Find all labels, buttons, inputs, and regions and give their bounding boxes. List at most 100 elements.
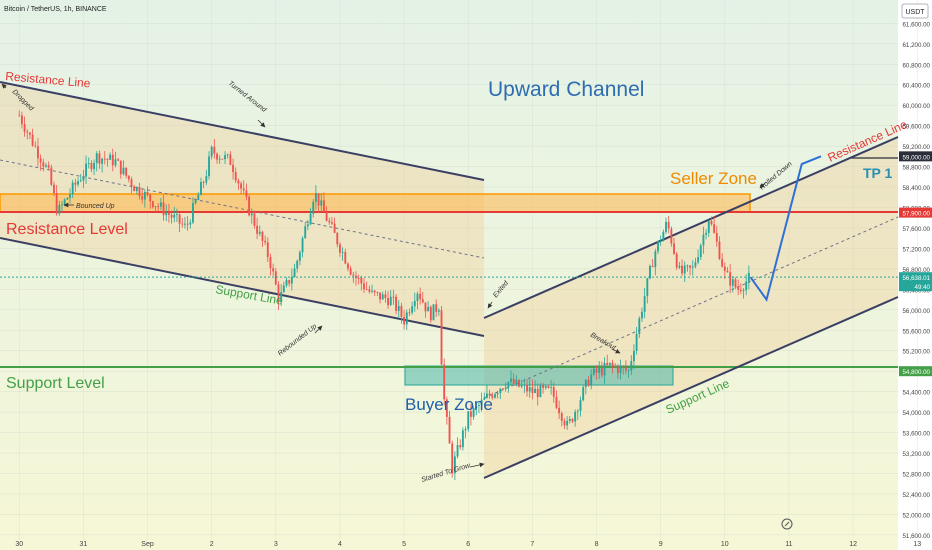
candle-body [293,268,296,278]
candle-body [274,271,277,285]
candle-body [424,302,427,312]
currency-badge[interactable] [901,3,929,19]
candle-body [643,296,646,312]
candle-body [130,179,133,187]
candle-body [69,194,71,198]
candle-body [175,214,178,215]
candle-body [713,224,716,233]
candle-body [683,265,686,274]
price-tag: 49:40 [899,281,932,292]
price-tick-label: 61,600.00 [902,21,930,28]
candle-body [726,270,729,273]
candle-body [451,443,454,474]
price-axis[interactable]: 61,600.00 61,200.00 60,800.00 60,400.00 60,0… [899,21,932,540]
price-tick-label: 61,200.00 [902,42,930,49]
candle-body [18,115,21,117]
candle-body [63,199,66,205]
candle-body [39,158,42,163]
candle-body [689,265,692,268]
candle-body [165,212,168,216]
candle-body [216,153,218,160]
candle-body [210,146,213,157]
candle-body [729,272,732,286]
candle-body [151,201,154,208]
time-axis[interactable]: 30 31 Sep 2 3 4 5 6 7 8 9 10 11 12 13 [15,541,921,548]
candle-body [237,180,240,184]
price-tick-label: 58,400.00 [902,185,930,192]
price-tag-label: 57,900.00 [902,211,930,218]
candle-body [678,265,681,268]
candle-body [633,350,635,362]
price-tick-label: 55,600.00 [902,328,930,335]
candle-body [208,156,210,177]
ascending-support-line [483,296,899,479]
candle-body [296,260,299,269]
candle-body [103,158,106,160]
price-tick-label: 52,800.00 [902,472,930,479]
candle-body [328,220,331,223]
candle-body [317,193,320,206]
candle-body [515,379,518,385]
price-tag-bg [899,272,932,283]
time-zone-icon[interactable] [781,518,793,530]
candle-body [66,197,69,200]
candle-body [258,231,261,234]
candle-body [697,257,700,263]
candle-body [579,400,582,411]
candle-body [141,196,144,200]
candle-body [95,153,98,163]
candle-body [480,399,483,406]
candle-body [595,368,598,373]
price-tag: 54,800.00 [899,366,932,377]
support-level-label: Support Level [6,375,105,392]
candle-body [55,193,58,214]
candle-body [320,200,323,206]
candle-body [421,299,424,303]
candle-body [205,176,208,183]
candle-body [23,124,26,132]
price-tick-label: 56,000.00 [902,308,930,315]
candle-body [504,387,507,389]
candle-body [416,293,419,302]
price-tick-label: 58,800.00 [902,165,930,172]
candle-body [127,175,130,180]
time-tick-label: 11 [785,541,792,548]
candle-body [395,296,398,311]
candle-body [630,361,633,371]
candle-body [419,293,422,300]
candle-body [472,408,475,417]
candle-body [28,132,31,135]
candle-body [288,280,291,284]
candle-body [26,131,29,133]
candle-body [200,182,202,195]
price-tick-label: 60,400.00 [902,83,930,90]
candle-body [408,312,411,314]
descending-resistance-line [0,81,485,181]
candle-body [285,280,288,286]
candle-body [360,277,363,284]
candle-body [411,306,414,313]
candle-body [512,378,515,385]
candle-body [469,411,472,417]
candle-body [603,362,606,376]
rolled-down-arrow [759,181,767,189]
candle-body [135,187,138,192]
candle-body [520,385,523,387]
candle-body [138,187,141,197]
candle-body [181,223,184,225]
candle-body [376,292,379,293]
candle-body [61,204,63,206]
candle-body [606,362,609,365]
buyer-zone-label: Buyer Zone [405,395,493,414]
candle-body [341,251,344,253]
candle-body [437,310,440,312]
candle-body [240,183,243,189]
candle-body [20,115,23,125]
candle-body [456,445,459,457]
candle-body [611,362,614,366]
candle-body [314,193,317,202]
candle-body [355,275,357,278]
candle-body [157,206,160,208]
candle-body [531,387,534,394]
